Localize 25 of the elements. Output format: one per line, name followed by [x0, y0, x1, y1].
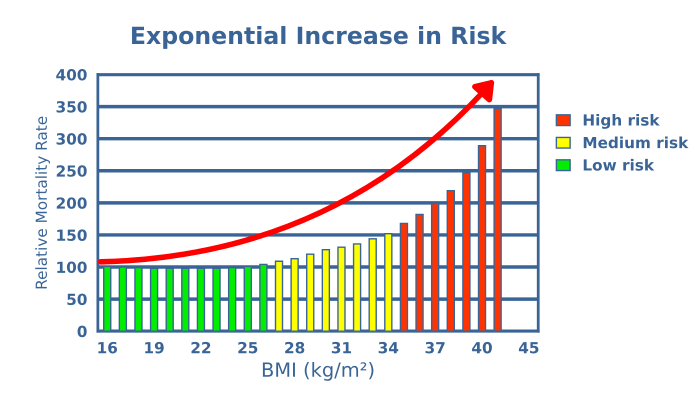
x-tick-label: 45: [518, 342, 538, 354]
y-tick-label: 300: [56, 133, 87, 145]
x-tick-label: 19: [145, 342, 164, 354]
x-tick-label: 40: [472, 342, 492, 354]
x-tick-label: 16: [98, 342, 118, 354]
x-tick-label: 34: [378, 342, 398, 354]
legend-label: Medium risk: [584, 136, 689, 148]
legend-label: High risk: [584, 114, 660, 129]
y-tick-label: 50: [67, 294, 87, 306]
y-tick-label: 200: [56, 197, 87, 209]
x-tick-label: 25: [238, 342, 258, 354]
legend-label: Low risk: [584, 158, 654, 171]
y-tick-label: 400: [56, 68, 87, 81]
y-tick-label: 100: [57, 261, 87, 274]
x-tick-label: 37: [426, 342, 445, 354]
y-tick-label: 0: [78, 326, 87, 338]
y-tick-label: 350: [56, 101, 87, 113]
x-tick-label: 28: [285, 342, 304, 354]
y-tick-label: 150: [57, 229, 87, 241]
y-tick-label: 250: [56, 165, 87, 177]
x-tick-label: 22: [192, 342, 210, 354]
x-axis-title: BMI (kg/m²): [262, 362, 374, 381]
y-axis-title: Relative Mortality Rate: [35, 116, 50, 288]
x-tick-label: 31: [332, 342, 352, 354]
chart-title: Exponential Increase in Risk: [132, 26, 507, 49]
